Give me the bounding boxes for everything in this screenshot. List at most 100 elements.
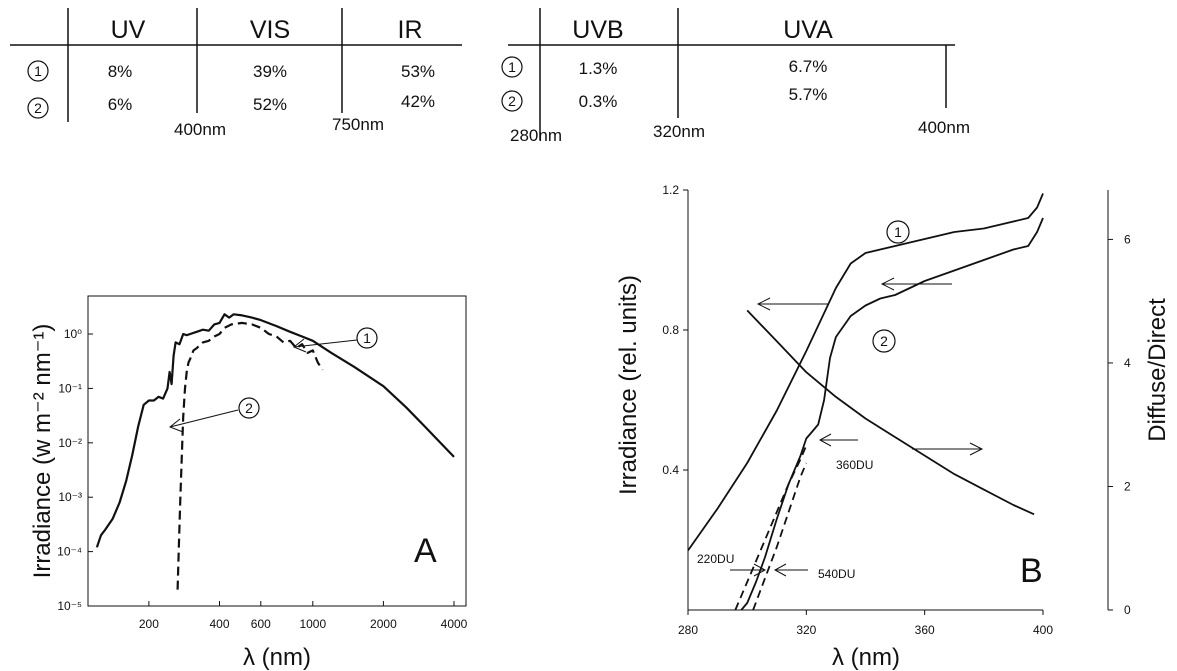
series-540du-line (752, 462, 808, 611)
y-tick-label: 10⁻¹ (58, 381, 82, 395)
y-tick-label: 1.2 (662, 183, 679, 197)
table-cell: 53% (401, 62, 435, 81)
x-tick-label: 2000 (370, 617, 397, 631)
chart-panel-b: 280 320 360 400 0.4 0.8 1.2 0 2 4 6 1 2 360DU 22… (615, 183, 1171, 671)
arrow-head (293, 338, 307, 353)
table-left-col-vis: VIS (250, 16, 290, 44)
y-ticks: 0.4 0.8 1.2 (662, 183, 688, 477)
y-axis-title: Irradiance (rel. units) (615, 275, 642, 495)
y-ticks: 10⁰ 10⁻¹ 10⁻² 10⁻³ 10⁻⁴ 10⁻⁵ (57, 327, 93, 613)
series-marker: 2 (245, 400, 253, 416)
y2-tick-label: 4 (1124, 356, 1131, 370)
table-cell: 1.3% (579, 59, 618, 78)
table-right-boundary: 320nm (653, 122, 705, 141)
x-tick-label: 1000 (299, 617, 326, 631)
table-right-col-uvb: UVB (572, 16, 623, 44)
table-left-col-ir: IR (398, 16, 423, 44)
series-220du-line (734, 445, 808, 611)
series-marker-circle (872, 329, 896, 353)
y-tick-label: 10⁻⁵ (57, 599, 82, 613)
series-2-line (176, 321, 324, 590)
x-tick-label: 320 (796, 623, 816, 637)
series-marker: 2 (880, 333, 888, 349)
arrow-head (969, 442, 984, 456)
series-1-line (95, 313, 455, 548)
table-right: UVB UVA 1 2 1.3% 6.7% 0.3% 5.7% 280nm 32… (501, 8, 970, 145)
series-lines (95, 313, 455, 590)
annotation-arrow (169, 409, 239, 428)
x-tick-label: 360 (915, 623, 935, 637)
series-marker-circle (238, 397, 260, 419)
table-left: UV VIS IR 1 2 8% 39% 53% 6% 52% 42% 400n… (10, 8, 462, 139)
series-diffuse-direct-line (746, 309, 1035, 516)
table-right-col-uva: UVA (783, 16, 833, 44)
arrow-head (169, 418, 184, 433)
y-tick-label: 10⁻³ (58, 490, 82, 504)
row-marker: 2 (34, 100, 42, 116)
annotations: 1 2 360DU 220DU 540DU (697, 220, 984, 581)
y-tick-label: 10⁻⁴ (57, 545, 82, 559)
table-left-boundary: 750nm (332, 115, 384, 134)
row-marker-circle (501, 90, 523, 112)
x-tick-label: 280 (678, 623, 698, 637)
y2-tick-label: 2 (1124, 479, 1131, 493)
annotation-arrow (293, 339, 358, 348)
series-1-line (687, 193, 1044, 552)
table-cell: 39% (253, 62, 287, 81)
y-tick-label: 10⁰ (64, 327, 82, 341)
arrow-head (880, 277, 895, 291)
table-cell: 8% (108, 62, 133, 81)
x-tick-label: 4000 (441, 617, 468, 631)
series-marker: 1 (894, 224, 902, 240)
table-cell: 6.7% (789, 57, 828, 76)
x-tick-label: 200 (139, 617, 159, 631)
table-cell: 42% (401, 92, 435, 111)
y-tick-label: 0.8 (662, 323, 679, 337)
y2-ticks: 0 2 4 6 (1108, 232, 1131, 617)
annotations: 1 2 (169, 327, 378, 433)
table-right-boundary: 280nm (510, 126, 562, 145)
row-marker: 1 (34, 63, 42, 79)
table-cell: 52% (253, 95, 287, 114)
series-marker: 1 (363, 330, 371, 346)
arrow-head (773, 563, 787, 577)
series-lines (687, 193, 1044, 611)
x-ticks: 200 400 600 1000 2000 4000 (139, 601, 468, 631)
label-360du: 360DU (836, 458, 873, 472)
y-axis-title: Irradiance (w m⁻² nm⁻¹) (29, 324, 56, 579)
table-cell: 6% (108, 95, 133, 114)
x-tick-label: 400 (209, 617, 229, 631)
row-marker: 1 (508, 59, 516, 75)
plot-frame (87, 295, 467, 607)
table-left-col-uv: UV (111, 16, 146, 44)
x-tick-label: 400 (1033, 623, 1053, 637)
y-tick-label: 10⁻² (58, 436, 82, 450)
table-right-boundary: 400nm (918, 118, 970, 137)
series-marker-circle (886, 220, 910, 244)
y2-axis-title: Diffuse/Direct (1144, 298, 1171, 442)
panel-letter: B (1020, 552, 1043, 590)
row-marker-circle (27, 60, 49, 82)
series-2-line (740, 217, 1044, 611)
chart-panel-a: 200 400 600 1000 2000 4000 10⁰ 10⁻¹ 10⁻² 10⁻³ 10⁻… (29, 295, 468, 671)
y-tick-label: 0.4 (662, 463, 679, 477)
x-axis-title: λ (nm) (243, 644, 311, 671)
arrow-head (756, 297, 771, 311)
y2-tick-label: 6 (1124, 232, 1131, 246)
row-marker-circle (27, 97, 49, 119)
table-cell: 0.3% (579, 92, 618, 111)
x-tick-label: 600 (251, 617, 271, 631)
x-axis-title: λ (nm) (832, 644, 900, 671)
arrow-head (753, 563, 767, 577)
series-marker-circle (356, 327, 378, 349)
row-marker: 2 (508, 93, 516, 109)
label-220du: 220DU (697, 552, 734, 566)
row-marker-circle (501, 56, 523, 78)
table-left-boundary: 400nm (174, 120, 226, 139)
table-cell: 5.7% (789, 85, 828, 104)
panel-letter: A (414, 532, 437, 570)
arrow-head (818, 433, 832, 447)
x-ticks: 280 320 360 400 (678, 610, 1053, 637)
y2-tick-label: 0 (1124, 603, 1131, 617)
